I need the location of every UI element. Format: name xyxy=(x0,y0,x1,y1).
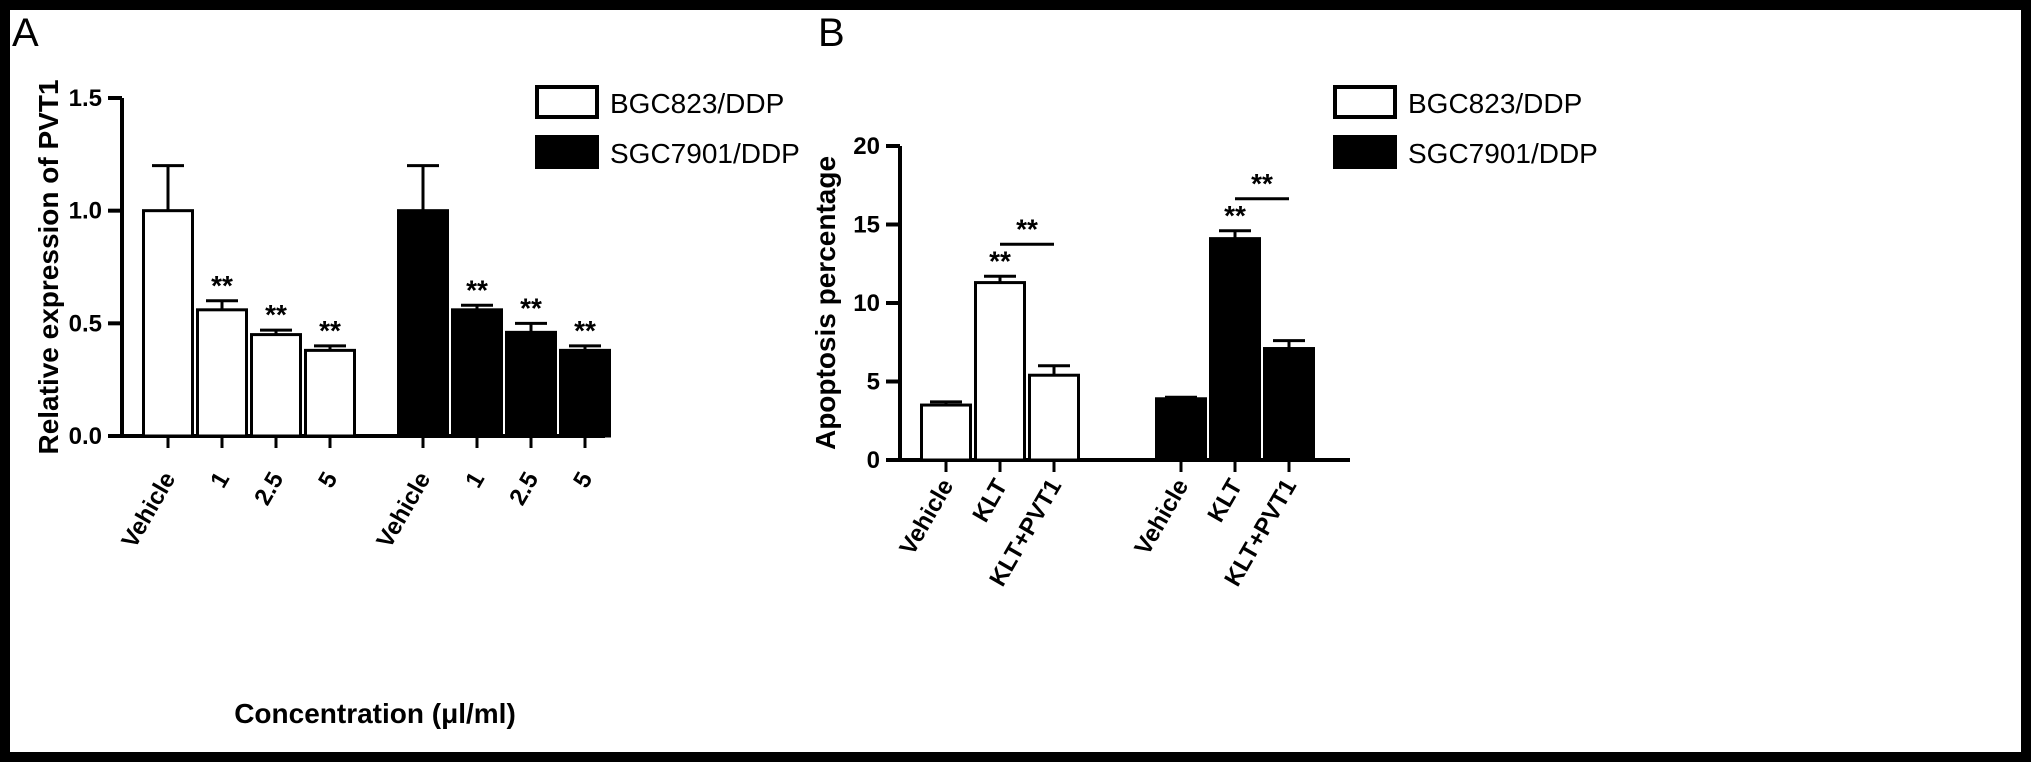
x-tick-label: 2.5 xyxy=(504,468,544,510)
significance-label: ** xyxy=(574,315,596,346)
panel-letter-b: B xyxy=(818,11,845,55)
legend-swatch-1 xyxy=(535,135,599,169)
x-tick-label: 1 xyxy=(460,468,490,493)
y-tick-label: 0.0 xyxy=(69,423,102,450)
x-tick-label: Vehicle xyxy=(894,475,959,560)
significance-label: ** xyxy=(466,274,488,305)
bar xyxy=(304,348,356,438)
significance-label: ** xyxy=(211,270,233,301)
bar xyxy=(1155,397,1207,462)
significance-label: ** xyxy=(319,315,341,346)
x-axis-title: Concentration (μl/ml) xyxy=(234,698,516,729)
significance-label: ** xyxy=(1224,200,1246,231)
bar xyxy=(1209,237,1261,462)
legend-swatch-1 xyxy=(1333,135,1397,169)
legend-label-1: SGC7901/DDP xyxy=(610,138,800,169)
x-tick-label: Vehicle xyxy=(1129,475,1194,560)
x-tick-label: KLT xyxy=(967,474,1013,527)
bar xyxy=(920,403,972,462)
bar xyxy=(196,308,248,438)
figure-canvas: A 0.0 0.5 1.0 1.5 Relative expression of PVT1… xyxy=(10,10,2021,752)
bracket-label: ** xyxy=(1016,213,1038,244)
x-tick-label: KLT xyxy=(1202,474,1248,527)
bar xyxy=(397,209,449,438)
bar xyxy=(559,348,611,438)
legend-swatch-0 xyxy=(1333,85,1397,119)
y-tick-label: 0 xyxy=(867,447,880,474)
bar xyxy=(250,333,302,438)
legend-label-0: BGC823/DDP xyxy=(610,88,784,119)
y-tick-label: 10 xyxy=(853,290,880,317)
bracket-label: ** xyxy=(1251,168,1273,199)
significance-label: ** xyxy=(989,245,1011,276)
significance-label: ** xyxy=(265,299,287,330)
x-tick-label: 5 xyxy=(313,468,343,493)
panel-letter-a: A xyxy=(12,11,39,55)
y-tick-label: 5 xyxy=(867,369,880,396)
x-tick-label: Vehicle xyxy=(371,468,436,553)
legend-label-0: BGC823/DDP xyxy=(1408,88,1582,119)
y-tick-label: 20 xyxy=(853,133,880,160)
bar xyxy=(505,330,557,438)
y-tick-label: 15 xyxy=(853,212,880,239)
y-tick-label: 0.5 xyxy=(69,310,102,337)
significance-label: ** xyxy=(520,292,542,323)
bar xyxy=(974,281,1026,462)
x-tick-label: 2.5 xyxy=(249,468,289,510)
bar xyxy=(451,308,503,438)
bar xyxy=(1028,373,1080,462)
y-tick-label: 1.0 xyxy=(69,198,102,225)
y-axis-title: Relative expression of PVT1 xyxy=(33,79,64,454)
bar xyxy=(142,209,194,438)
legend-swatch-0 xyxy=(535,85,599,119)
x-tick-label: 1 xyxy=(205,468,235,493)
x-tick-label: Vehicle xyxy=(116,468,181,553)
x-tick-label: 5 xyxy=(568,468,598,493)
y-tick-label: 1.5 xyxy=(69,85,102,112)
legend-label-1: SGC7901/DDP xyxy=(1408,138,1598,169)
bar xyxy=(1263,347,1315,462)
y-axis-title: Apoptosis percentage xyxy=(810,156,841,450)
